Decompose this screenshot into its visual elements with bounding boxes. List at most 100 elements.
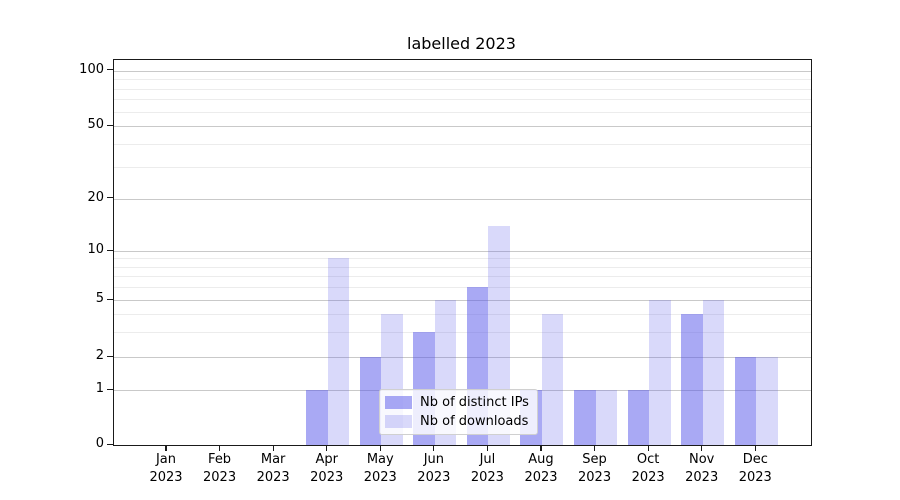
legend-label-distinct-ips: Nb of distinct IPs [420,395,529,410]
bar-distinct-ips [681,313,703,445]
x-axis-tick-mark [593,445,596,451]
gridline-minor [114,166,811,168]
x-tick-year: 2023 [631,470,665,485]
x-tick-month: May [366,452,394,467]
x-tick-year: 2023 [203,470,237,485]
x-tick-year: 2023 [417,470,451,485]
x-tick-year: 2023 [685,470,719,485]
legend-swatch-distinct-ips [385,396,412,409]
gridline-minor [114,79,811,81]
bar-distinct-ips [359,357,382,445]
bar-distinct-ips [306,390,328,445]
x-axis-tick-mark [379,445,381,451]
gridline-major [114,70,811,72]
x-axis-tick-mark [486,445,488,451]
x-axis-tick-label: Oct 2023 [618,451,678,487]
y-axis-tick-label: 50 [87,117,104,133]
gridline-minor [114,313,811,315]
gridline-minor [114,258,811,260]
x-tick-month: Jul [479,452,496,467]
x-tick-month: Jun [423,452,444,467]
y-axis-tick-mark [107,388,113,390]
gridline-major [114,300,811,301]
x-tick-month: Aug [528,452,554,467]
y-axis-tick-mark [107,355,113,357]
gridline-major [114,126,811,128]
x-axis-tick-label: Jun 2023 [404,451,464,487]
plot-area: Nb of distinct IPs Nb of downloads [113,59,812,446]
bar-distinct-ips [627,390,650,445]
x-axis-tick-mark [326,445,328,451]
gridline-minor [114,88,811,90]
x-tick-month: Oct [636,452,660,467]
chart-title: labelled 2023 [407,34,516,53]
gridline-minor [114,111,811,113]
x-tick-year: 2023 [738,470,772,485]
y-axis-tick-mark [107,69,113,71]
x-axis-tick-label: Mar 2023 [243,451,303,487]
gridline-major [114,198,811,200]
x-axis-tick-label: May 2023 [350,451,410,487]
gridline-minor [114,143,811,145]
x-tick-month: Dec [742,452,768,467]
x-axis-tick-label: Dec 2023 [725,451,785,487]
x-axis-tick-label: Jul 2023 [457,451,517,487]
x-axis-tick-label: Feb 2023 [190,451,250,487]
x-tick-year: 2023 [578,470,612,485]
legend-entry-downloads: Nb of downloads [385,414,529,429]
x-axis-tick-mark [701,445,703,451]
x-tick-year: 2023 [256,470,290,485]
x-axis-tick-label: Aug 2023 [511,451,571,487]
gridline-major [114,357,811,358]
gridline-minor [114,99,811,101]
y-axis-tick-label: 20 [87,189,104,205]
bar-downloads [649,300,671,445]
x-tick-month: Mar [260,452,286,467]
x-tick-year: 2023 [363,470,397,485]
y-axis-tick-label: 100 [79,61,104,77]
bar-distinct-ips [574,390,596,445]
x-axis-tick-label: Apr 2023 [297,451,357,487]
y-axis-tick-label: 0 [95,436,104,451]
x-axis-tick-mark [272,445,274,451]
gridline-major [114,251,811,252]
x-axis-tick-label: Nov 2023 [672,451,732,487]
legend-label-downloads: Nb of downloads [420,414,529,429]
bar-downloads [756,357,778,445]
gridline-minor [114,331,811,333]
gridline-minor [114,276,811,278]
x-tick-month: Jan [155,452,177,467]
x-tick-month: Nov [689,452,715,467]
x-axis-tick-mark [647,445,649,451]
x-axis-tick-mark [218,445,221,451]
bar-distinct-ips [734,357,757,445]
x-axis-tick-mark [540,445,542,451]
x-tick-month: Feb [208,452,232,467]
gridline-minor [114,287,811,289]
x-tick-month: Apr [315,452,338,467]
x-tick-year: 2023 [149,470,183,485]
bar-downloads [595,390,618,445]
x-tick-year: 2023 [310,470,344,485]
x-axis-tick-mark [165,445,167,451]
y-axis-tick-mark [107,197,113,199]
y-axis-tick-label: 5 [95,291,104,306]
legend-swatch-downloads [385,415,412,428]
x-axis-tick-mark [433,445,435,451]
x-tick-year: 2023 [524,470,558,485]
bar-downloads [702,300,725,445]
x-tick-month: Sep [582,452,607,467]
gridline-minor [114,266,811,268]
x-axis-tick-label: Jan 2023 [136,451,196,487]
x-axis-tick-label: Sep 2023 [565,451,625,487]
x-tick-year: 2023 [470,470,504,485]
y-axis-tick-label: 2 [95,348,104,363]
y-axis-tick-mark [107,298,113,300]
bar-downloads [541,313,564,445]
y-axis-tick-label: 10 [87,242,104,257]
y-axis-tick-mark [107,443,113,445]
legend-entry-distinct-ips: Nb of distinct IPs [385,395,529,410]
y-axis-tick-mark [107,249,113,251]
y-axis-tick-mark [107,124,113,126]
